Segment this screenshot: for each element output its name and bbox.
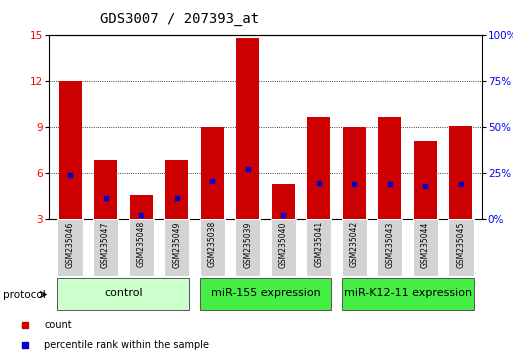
Bar — [164, 219, 189, 276]
Text: GSM235045: GSM235045 — [457, 221, 465, 268]
Text: GSM235038: GSM235038 — [208, 221, 216, 267]
Text: percentile rank within the sample: percentile rank within the sample — [44, 341, 209, 350]
Bar — [378, 117, 401, 219]
Text: miR-K12-11 expression: miR-K12-11 expression — [344, 288, 471, 298]
Bar — [200, 278, 331, 310]
Text: protocol: protocol — [3, 290, 45, 299]
Text: GSM235047: GSM235047 — [101, 221, 110, 268]
Bar — [414, 141, 437, 219]
Text: GSM235043: GSM235043 — [385, 221, 394, 268]
Bar — [57, 278, 189, 310]
Bar — [413, 219, 438, 276]
Bar — [130, 195, 153, 219]
Text: GSM235040: GSM235040 — [279, 221, 288, 268]
Text: control: control — [104, 288, 143, 298]
Bar — [236, 39, 259, 219]
Text: GSM235049: GSM235049 — [172, 221, 181, 268]
Bar — [307, 117, 330, 219]
Bar — [342, 219, 367, 276]
Bar — [343, 127, 366, 219]
Bar — [306, 219, 331, 276]
Bar — [57, 219, 83, 276]
Bar — [58, 81, 82, 219]
Text: GSM235041: GSM235041 — [314, 221, 323, 267]
Bar — [94, 160, 117, 219]
Text: GSM235046: GSM235046 — [66, 221, 74, 268]
Text: miR-155 expression: miR-155 expression — [211, 288, 320, 298]
Bar — [93, 219, 118, 276]
Bar — [272, 184, 295, 219]
Bar — [448, 219, 473, 276]
Bar — [235, 219, 260, 276]
Bar — [271, 219, 296, 276]
Text: count: count — [44, 320, 72, 330]
Text: GSM235048: GSM235048 — [136, 221, 146, 267]
Text: GSM235042: GSM235042 — [350, 221, 359, 267]
Bar — [342, 278, 473, 310]
Bar — [165, 160, 188, 219]
Bar — [377, 219, 403, 276]
Bar — [201, 127, 224, 219]
Bar — [128, 219, 154, 276]
Bar — [449, 126, 472, 219]
Text: GSM235039: GSM235039 — [243, 221, 252, 268]
Text: GSM235044: GSM235044 — [421, 221, 430, 268]
Text: GDS3007 / 207393_at: GDS3007 / 207393_at — [100, 12, 259, 27]
Bar — [200, 219, 225, 276]
